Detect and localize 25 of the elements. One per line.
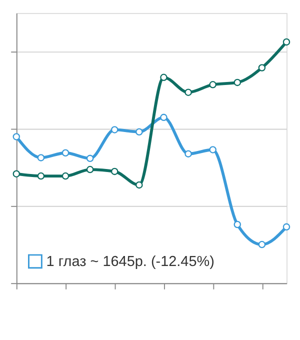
point xyxy=(12,133,20,140)
point xyxy=(258,240,266,248)
point xyxy=(184,88,192,96)
point xyxy=(160,74,168,82)
point xyxy=(86,154,94,162)
point xyxy=(37,154,45,162)
point xyxy=(62,172,70,180)
point xyxy=(110,168,118,176)
point xyxy=(110,126,118,134)
point xyxy=(258,64,266,72)
point xyxy=(136,128,143,136)
legend-label: 1 глаз ~ 1645р. (-12.45%) xyxy=(46,254,214,270)
point xyxy=(62,149,70,156)
point xyxy=(136,181,143,189)
point xyxy=(160,114,168,122)
point xyxy=(282,223,290,231)
point xyxy=(234,78,242,86)
point xyxy=(209,81,216,88)
point xyxy=(282,38,290,46)
point xyxy=(86,166,94,174)
point xyxy=(12,170,20,178)
point xyxy=(37,172,45,180)
point xyxy=(209,146,216,154)
point xyxy=(234,220,242,228)
point xyxy=(184,150,192,158)
